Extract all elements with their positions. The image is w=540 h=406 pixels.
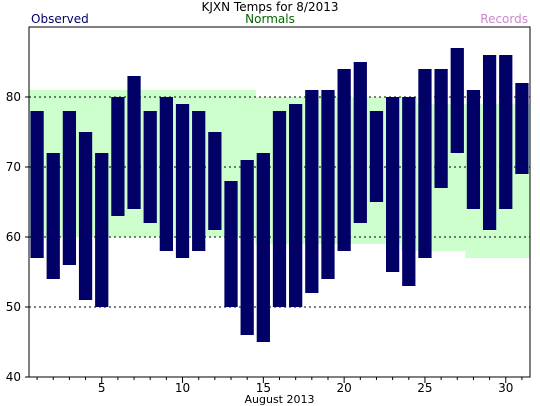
observed-bar-day-8	[143, 111, 157, 223]
observed-bar-day-19	[321, 90, 335, 279]
observed-bar-day-29	[482, 55, 497, 230]
x-tick-label-10: 10	[175, 381, 190, 395]
observed-bar-day-15	[256, 153, 270, 342]
observed-bar-day-31	[515, 83, 529, 174]
observed-bar-day-30	[499, 55, 513, 209]
y-tick-label-80: 80	[6, 90, 21, 104]
legend-records: Records	[480, 12, 528, 26]
observed-bar-day-17	[289, 104, 303, 307]
observed-bar-day-12	[208, 132, 222, 230]
observed-bars	[30, 48, 529, 342]
x-tick-label-5: 5	[98, 381, 106, 395]
legend-normals: Normals	[245, 12, 295, 26]
y-tick-label-40: 40	[6, 370, 21, 384]
observed-bar-day-14	[240, 160, 254, 335]
x-tick-label-20: 20	[337, 381, 352, 395]
observed-bar-day-23	[386, 97, 400, 272]
observed-bar-day-1	[30, 111, 44, 258]
y-tick-label-60: 60	[6, 230, 21, 244]
observed-bar-day-10	[175, 104, 190, 258]
observed-bar-day-18	[305, 90, 319, 293]
y-axis: 40 50 60 70 80	[6, 90, 29, 384]
observed-bar-day-24	[402, 97, 416, 286]
legend-observed: Observed	[31, 12, 89, 26]
chart-title: KJXN Temps for 8/2013	[201, 0, 339, 14]
x-axis-label: August 2013	[245, 393, 315, 406]
x-tick-label-30: 30	[498, 381, 513, 395]
x-tick-label-25: 25	[417, 381, 432, 395]
observed-bar-day-22	[369, 111, 384, 202]
observed-bar-day-27	[450, 48, 464, 153]
observed-bar-day-26	[434, 69, 448, 188]
y-tick-label-50: 50	[6, 300, 21, 314]
observed-bar-day-2	[46, 153, 60, 279]
x-axis: 5 10 15 20 25 30	[36, 377, 523, 395]
observed-bar-day-25	[418, 69, 432, 258]
observed-bar-day-16	[272, 111, 287, 307]
observed-bar-day-21	[353, 62, 367, 223]
observed-bar-day-6	[111, 97, 125, 216]
observed-bar-day-7	[127, 76, 141, 209]
observed-bar-day-28	[466, 90, 481, 209]
observed-bar-day-3	[62, 111, 77, 265]
observed-bar-day-13	[224, 181, 238, 307]
x-tick-label-15: 15	[256, 381, 271, 395]
observed-bar-day-9	[159, 97, 173, 251]
observed-bar-day-5	[95, 153, 109, 307]
y-tick-label-70: 70	[6, 160, 21, 174]
observed-bar-day-4	[78, 132, 93, 300]
observed-bar-day-20	[337, 69, 351, 251]
observed-bar-day-11	[192, 111, 206, 251]
